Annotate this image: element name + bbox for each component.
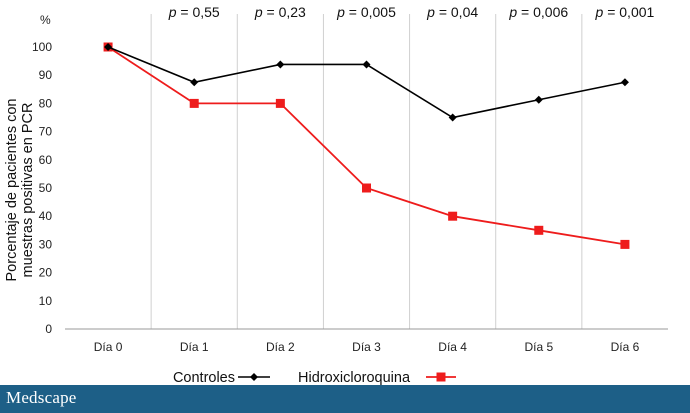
p-value-labels: p = 0,55 p = 0,23 p = 0,005 p = 0,04 p = 0,0… [168, 4, 655, 20]
y-tick-labels: 0 10 20 30 40 50 60 70 80 90 100 [32, 40, 52, 336]
data-point-diamond [620, 78, 629, 87]
y-tick-label: 30 [39, 237, 53, 251]
data-point-square [534, 225, 544, 235]
footer-bar: Medscape [0, 385, 690, 413]
legend-label: Controles [173, 370, 235, 385]
medscape-logo: Medscape [6, 388, 77, 407]
y-tick-label: 100 [32, 40, 52, 54]
y-axis-title-line-2: muestras positivas en PCR [20, 103, 36, 278]
x-tick-labels: Día 0 Día 1 Día 2 Día 3 Día 4 Día 5 Día 6 [94, 340, 640, 354]
grid-lines [150, 14, 583, 329]
legend-marker-diamond [250, 373, 258, 381]
legend-label: Hidroxicloroquina [298, 370, 411, 385]
p-value-label: p = 0,006 [508, 4, 568, 20]
x-tick-label: Día 5 [524, 340, 553, 354]
data-point-diamond [190, 78, 199, 87]
data-point-square [620, 239, 630, 249]
chart: 0 10 20 30 40 50 60 70 80 90 100 % Porcentaje de p… [4, 4, 668, 385]
legend-marker-square [436, 372, 446, 382]
y-tick-label: 70 [39, 125, 53, 139]
data-point-diamond [448, 113, 457, 122]
y-tick-label: 10 [39, 294, 53, 308]
series-group [103, 42, 630, 249]
y-unit-label: % [40, 13, 51, 27]
x-tick-label: Día 4 [438, 340, 467, 354]
x-tick-label: Día 6 [611, 340, 640, 354]
data-point-square [362, 183, 371, 193]
y-tick-label: 40 [39, 209, 53, 223]
x-tick-label: Día 1 [180, 340, 209, 354]
p-value-label: p = 0,55 [168, 4, 220, 20]
y-tick-label: 50 [39, 181, 53, 195]
data-point-square [448, 211, 458, 221]
x-tick-label: Día 3 [352, 340, 381, 354]
x-tick-label: Día 0 [94, 340, 123, 354]
legend: Controles Hidroxicloroquina [173, 370, 456, 385]
data-point-diamond [534, 95, 543, 104]
series-line [107, 46, 626, 119]
y-tick-label: 90 [39, 68, 53, 82]
y-tick-label: 60 [39, 153, 53, 167]
y-tick-label: 20 [39, 266, 53, 280]
data-point-diamond [362, 60, 371, 69]
series-line [107, 46, 626, 246]
y-tick-label: 80 [39, 96, 53, 110]
data-point-square [189, 98, 199, 108]
y-axis-title-line-1: Porcentaje de pacientes con [4, 99, 20, 282]
y-axis-title: Porcentaje de pacientes con muestras pos… [4, 99, 36, 282]
p-value-label: p = 0,001 [595, 4, 655, 20]
p-value-label: p = 0,23 [254, 4, 306, 20]
y-tick-label: 0 [45, 322, 52, 336]
x-tick-label: Día 2 [266, 340, 295, 354]
p-value-label: p = 0,005 [336, 4, 396, 20]
data-point-square [275, 98, 285, 108]
data-point-diamond [276, 60, 285, 69]
data-point-diamond [104, 43, 113, 51]
p-value-label: p = 0,04 [426, 4, 478, 20]
